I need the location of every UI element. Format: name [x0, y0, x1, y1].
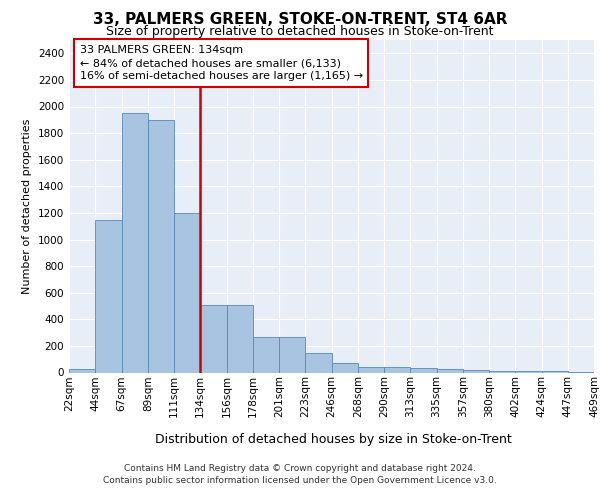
- Text: 33, PALMERS GREEN, STOKE-ON-TRENT, ST4 6AR: 33, PALMERS GREEN, STOKE-ON-TRENT, ST4 6…: [93, 12, 507, 28]
- Text: Contains HM Land Registry data © Crown copyright and database right 2024.: Contains HM Land Registry data © Crown c…: [124, 464, 476, 473]
- Bar: [358, 366, 384, 372]
- Bar: [95, 220, 121, 372]
- Bar: [279, 336, 305, 372]
- Bar: [148, 120, 174, 372]
- Bar: [542, 371, 568, 372]
- Bar: [463, 370, 489, 372]
- Bar: [200, 304, 227, 372]
- Bar: [253, 336, 279, 372]
- Bar: [305, 352, 331, 372]
- Text: Distribution of detached houses by size in Stoke-on-Trent: Distribution of detached houses by size …: [155, 432, 511, 446]
- Bar: [410, 368, 437, 372]
- Bar: [69, 368, 95, 372]
- Bar: [489, 370, 515, 372]
- Text: Size of property relative to detached houses in Stoke-on-Trent: Size of property relative to detached ho…: [106, 25, 494, 38]
- Y-axis label: Number of detached properties: Number of detached properties: [22, 118, 32, 294]
- Text: 33 PALMERS GREEN: 134sqm
← 84% of detached houses are smaller (6,133)
16% of sem: 33 PALMERS GREEN: 134sqm ← 84% of detach…: [79, 45, 362, 82]
- Bar: [121, 113, 148, 372]
- Bar: [437, 368, 463, 372]
- Bar: [331, 362, 358, 372]
- Bar: [174, 213, 200, 372]
- Text: Contains public sector information licensed under the Open Government Licence v3: Contains public sector information licen…: [103, 476, 497, 485]
- Bar: [384, 366, 410, 372]
- Bar: [227, 304, 253, 372]
- Bar: [515, 371, 542, 372]
